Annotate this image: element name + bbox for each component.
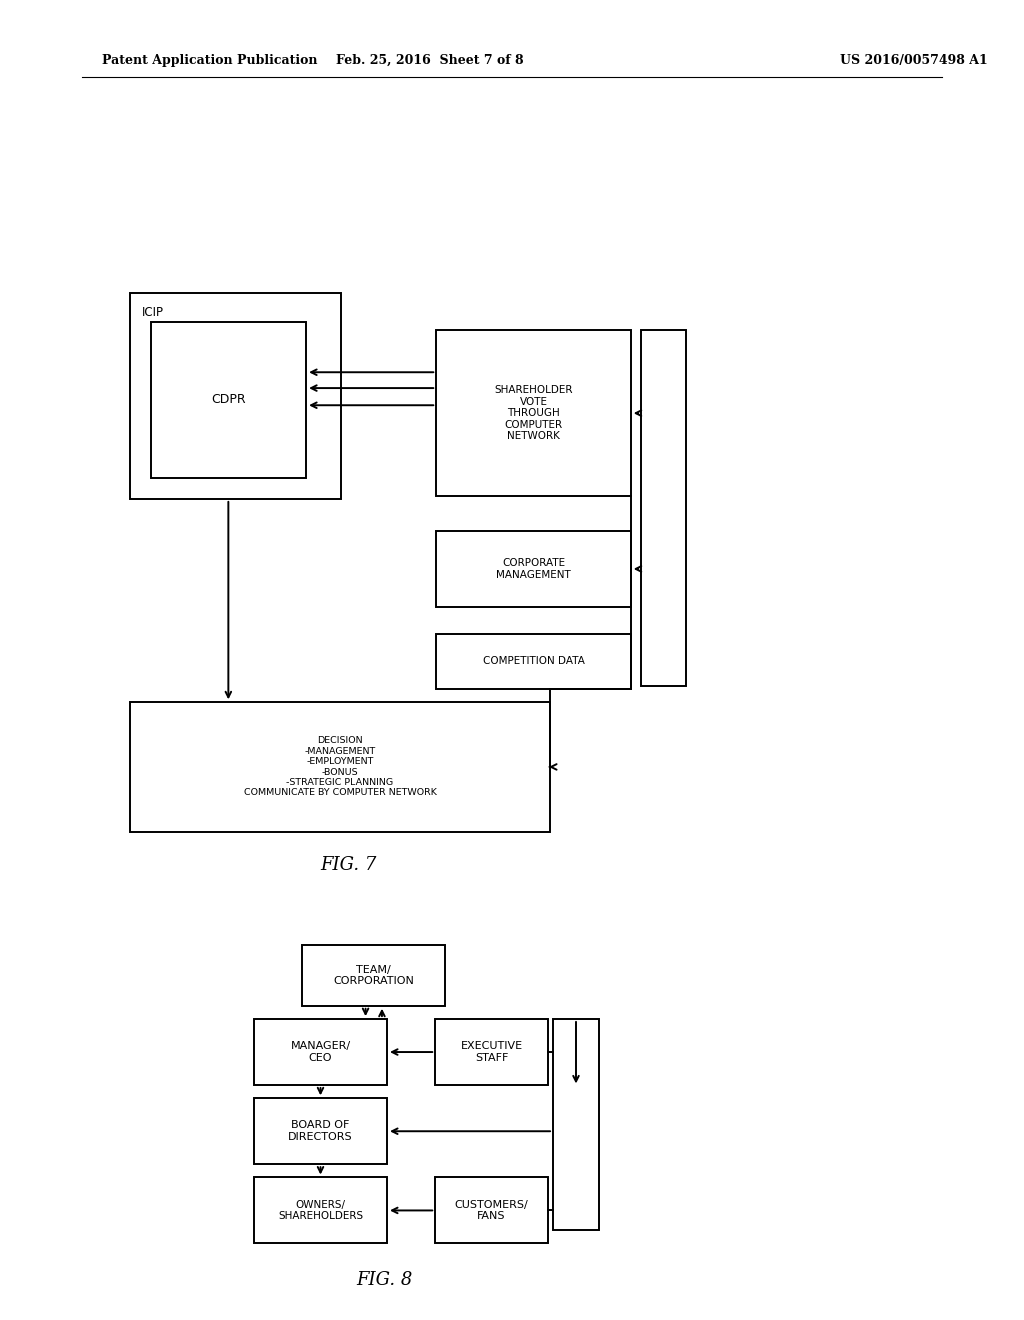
Text: CORPORATE
MANAGEMENT: CORPORATE MANAGEMENT xyxy=(497,558,570,579)
Bar xyxy=(254,1177,387,1243)
Bar xyxy=(254,1019,387,1085)
Bar xyxy=(641,330,686,686)
Bar xyxy=(553,1019,599,1230)
Text: ICIP: ICIP xyxy=(142,306,164,319)
Text: BOARD OF
DIRECTORS: BOARD OF DIRECTORS xyxy=(288,1121,353,1142)
Text: FIG. 7: FIG. 7 xyxy=(319,855,377,874)
Bar xyxy=(436,634,631,689)
Bar xyxy=(151,322,306,478)
Text: MANAGER/
CEO: MANAGER/ CEO xyxy=(291,1041,350,1063)
Bar xyxy=(435,1019,548,1085)
Text: Feb. 25, 2016  Sheet 7 of 8: Feb. 25, 2016 Sheet 7 of 8 xyxy=(336,54,524,66)
Bar xyxy=(130,293,341,499)
Text: DECISION
-MANAGEMENT
-EMPLOYMENT
-BONUS
-STRATEGIC PLANNING
COMMUNICATE BY COMPU: DECISION -MANAGEMENT -EMPLOYMENT -BONUS … xyxy=(244,737,436,797)
Text: CUSTOMERS/
FANS: CUSTOMERS/ FANS xyxy=(455,1200,528,1221)
Text: COMPETITION DATA: COMPETITION DATA xyxy=(482,656,585,667)
Text: CDPR: CDPR xyxy=(211,393,246,407)
Bar xyxy=(254,1098,387,1164)
Text: FIG. 8: FIG. 8 xyxy=(355,1271,413,1290)
Bar xyxy=(435,1177,548,1243)
Text: TEAM/
CORPORATION: TEAM/ CORPORATION xyxy=(334,965,414,986)
Text: OWNERS/
SHAREHOLDERS: OWNERS/ SHAREHOLDERS xyxy=(278,1200,364,1221)
Bar xyxy=(436,531,631,607)
Text: SHAREHOLDER
VOTE
THROUGH
COMPUTER
NETWORK: SHAREHOLDER VOTE THROUGH COMPUTER NETWOR… xyxy=(495,385,572,441)
Text: Patent Application Publication: Patent Application Publication xyxy=(102,54,317,66)
Bar xyxy=(302,945,445,1006)
Text: EXECUTIVE
STAFF: EXECUTIVE STAFF xyxy=(461,1041,522,1063)
Bar xyxy=(436,330,631,496)
Bar xyxy=(130,702,550,832)
Text: US 2016/0057498 A1: US 2016/0057498 A1 xyxy=(840,54,987,66)
